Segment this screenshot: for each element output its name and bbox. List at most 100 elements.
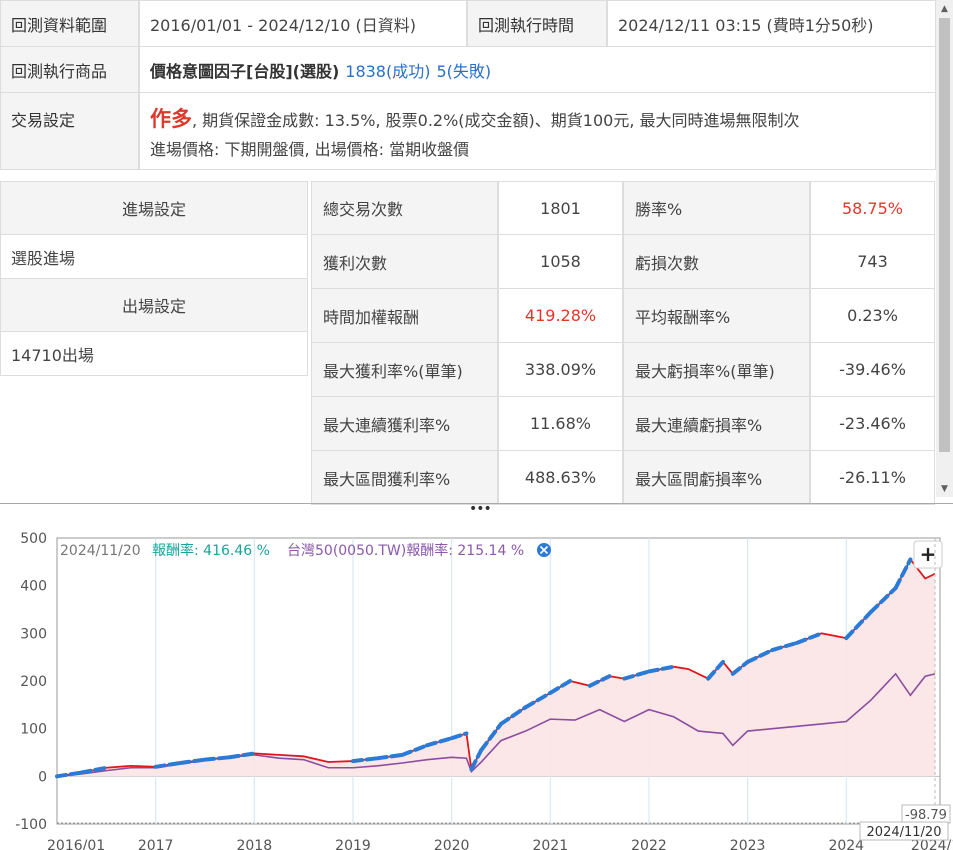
- stat-label: 虧損次數: [623, 235, 810, 289]
- strategy-fill-area: [57, 559, 936, 777]
- x-tick-label: 2018: [236, 838, 272, 850]
- product-success-link[interactable]: 1838(成功): [345, 61, 431, 81]
- highlight-segment: [479, 721, 503, 753]
- stat-label: 最大區間獲利率%: [311, 451, 498, 505]
- return-chart[interactable]: 500 400 300 200 100 0 -100 2016/01 2017 2018 2019…: [0, 520, 953, 850]
- stat-value: 338.09%: [498, 343, 623, 397]
- panel-splitter[interactable]: •••: [0, 501, 953, 517]
- entry-setting-value: 選股進場: [0, 235, 308, 279]
- stat-value: 1058: [498, 235, 623, 289]
- trade-value: 作多, 期貨保證金成數: 13.5%, 股票0.2%(成交金額)、期貨100元,…: [139, 92, 936, 170]
- x-tick-label: 2024/12: [911, 838, 953, 850]
- highlight-segment: [350, 756, 380, 764]
- product-fail-link[interactable]: 5(失敗): [436, 61, 492, 81]
- stat-value: 743: [810, 235, 935, 289]
- stat-label: 最大獲利率%(單筆): [311, 343, 498, 397]
- product-name: 價格意圖因子[台股](選股): [150, 61, 340, 81]
- x-tick-label: 2024: [828, 838, 864, 850]
- highlight-segment: [548, 679, 573, 695]
- vertical-scrollbar[interactable]: ▲ ▼: [936, 0, 953, 497]
- stat-label: 最大連續虧損率%: [623, 397, 810, 451]
- highlight-segment: [730, 659, 750, 676]
- exec-time-value: 2024/12/11 03:15 (費時1分50秒): [607, 0, 936, 47]
- highlight-segment: [706, 659, 725, 681]
- highlight-segment: [424, 736, 454, 748]
- drag-handle-icon[interactable]: •••: [469, 501, 492, 517]
- stats-row: 最大獲利率%(單筆) 338.09% 最大虧損率%(單筆) -39.46%: [311, 343, 935, 397]
- highlight-segment: [449, 731, 469, 741]
- highlight-segment: [55, 770, 84, 779]
- stats-row: 最大連續獲利率% 11.68% 最大連續虧損率% -23.46%: [311, 397, 935, 451]
- exec-time-label: 回測執行時間: [467, 0, 607, 47]
- y-tick-label: 500: [20, 531, 47, 547]
- y-tick-label: -100: [15, 817, 47, 833]
- y-tick-label: 200: [20, 674, 47, 690]
- cursor-date-label: 2024/11/20: [867, 825, 942, 840]
- stat-label: 最大區間虧損率%: [623, 451, 810, 505]
- range-label: 回測資料範圍: [0, 0, 139, 47]
- stats-row: 總交易次數 1801 勝率% 58.75%: [311, 181, 935, 235]
- stat-label: 平均報酬率%: [623, 289, 810, 343]
- x-tick-label: 2021: [532, 838, 568, 850]
- highlight-segment: [587, 674, 612, 688]
- scroll-thumb[interactable]: [939, 18, 950, 452]
- stat-value: 11.68%: [498, 397, 623, 451]
- stat-label: 總交易次數: [311, 181, 498, 235]
- info-row-product: 回測執行商品 價格意圖因子[台股](選股) 1838(成功) 5(失敗): [0, 46, 936, 93]
- stat-label: 勝率%: [623, 181, 810, 235]
- x-tick-label: 2020: [434, 838, 470, 850]
- cursor-date-box: [859, 821, 949, 841]
- legend-benchmark: 台灣50(0050.TW)報酬率: 215.14 %: [287, 542, 524, 559]
- stats-row: 最大區間獲利率% 488.63% 最大區間虧損率% -26.11%: [311, 451, 935, 505]
- x-tick-label: 2022: [631, 838, 667, 850]
- highlight-segment: [794, 631, 824, 645]
- highlight-segment: [745, 648, 775, 664]
- info-row-range: 回測資料範圍 2016/01/01 - 2024/12/10 (日資料) 回測執…: [0, 0, 936, 47]
- stat-value: 419.28%: [498, 289, 623, 343]
- stats-table: 總交易次數 1801 勝率% 58.75% 獲利次數 1058 虧損次數 743…: [311, 181, 935, 505]
- strategy-highlight-segments: [55, 557, 913, 779]
- info-row-trade: 交易設定 作多, 期貨保證金成數: 13.5%, 股票0.2%(成交金額)、期貨…: [0, 92, 936, 170]
- highlight-segment: [770, 640, 799, 653]
- trade-direction: 作多: [150, 106, 192, 131]
- highlight-segment: [844, 609, 873, 641]
- stat-label: 時間加權報酬: [311, 289, 498, 343]
- stat-label: 最大虧損率%(單筆): [623, 343, 810, 397]
- exit-setting-header: 出場設定: [0, 279, 308, 332]
- stat-value: 58.75%: [810, 181, 935, 235]
- stat-value: 0.23%: [810, 289, 935, 343]
- plus-icon: +: [920, 542, 937, 566]
- highlight-segment: [178, 757, 207, 765]
- highlight-segment: [153, 760, 183, 769]
- highlight-segment: [469, 748, 484, 772]
- product-value: 價格意圖因子[台股](選股) 1838(成功) 5(失敗): [139, 46, 936, 93]
- stat-label: 最大連續獲利率%: [311, 397, 498, 451]
- plot-frame: [56, 537, 941, 825]
- y-tick-label: 400: [20, 579, 47, 595]
- stats-row: 時間加權報酬 419.28% 平均報酬率% 0.23%: [311, 289, 935, 343]
- x-tick-label: 2019: [335, 838, 371, 850]
- trade-line1: , 期貨保證金成數: 13.5%, 股票0.2%(成交金額)、期貨100元, 最…: [192, 110, 800, 130]
- highlight-segment: [622, 669, 651, 681]
- stat-label: 獲利次數: [311, 235, 498, 289]
- stat-value: -39.46%: [810, 343, 935, 397]
- stat-value: 488.63%: [498, 451, 623, 505]
- legend-date: 2024/11/20: [60, 543, 141, 559]
- trade-line1-wrap: 作多, 期貨保證金成數: 13.5%, 股票0.2%(成交金額)、期貨100元,…: [150, 103, 800, 133]
- scroll-down-icon[interactable]: ▼: [941, 483, 948, 494]
- settings-panel: 進場設定 選股進場 出場設定 14710出場: [0, 181, 308, 376]
- trade-label: 交易設定: [0, 92, 139, 170]
- scroll-up-icon[interactable]: ▲: [941, 3, 948, 14]
- product-label: 回測執行商品: [0, 46, 139, 93]
- highlight-segment: [498, 705, 528, 726]
- legend-close-icon[interactable]: [537, 543, 551, 557]
- highlight-segment: [868, 586, 898, 614]
- highlight-segment: [893, 557, 913, 591]
- highlight-segment: [79, 765, 109, 775]
- zoom-plus-button[interactable]: +: [913, 540, 943, 569]
- highlight-segment: [646, 664, 676, 674]
- stat-value: 1801: [498, 181, 623, 235]
- x-axis-ticks: 2016/01 2017 2018 2019 2020 2021 2022 2023 2024 2…: [47, 838, 953, 850]
- stats-row: 獲利次數 1058 虧損次數 743: [311, 235, 935, 289]
- stat-value: -23.46%: [810, 397, 935, 451]
